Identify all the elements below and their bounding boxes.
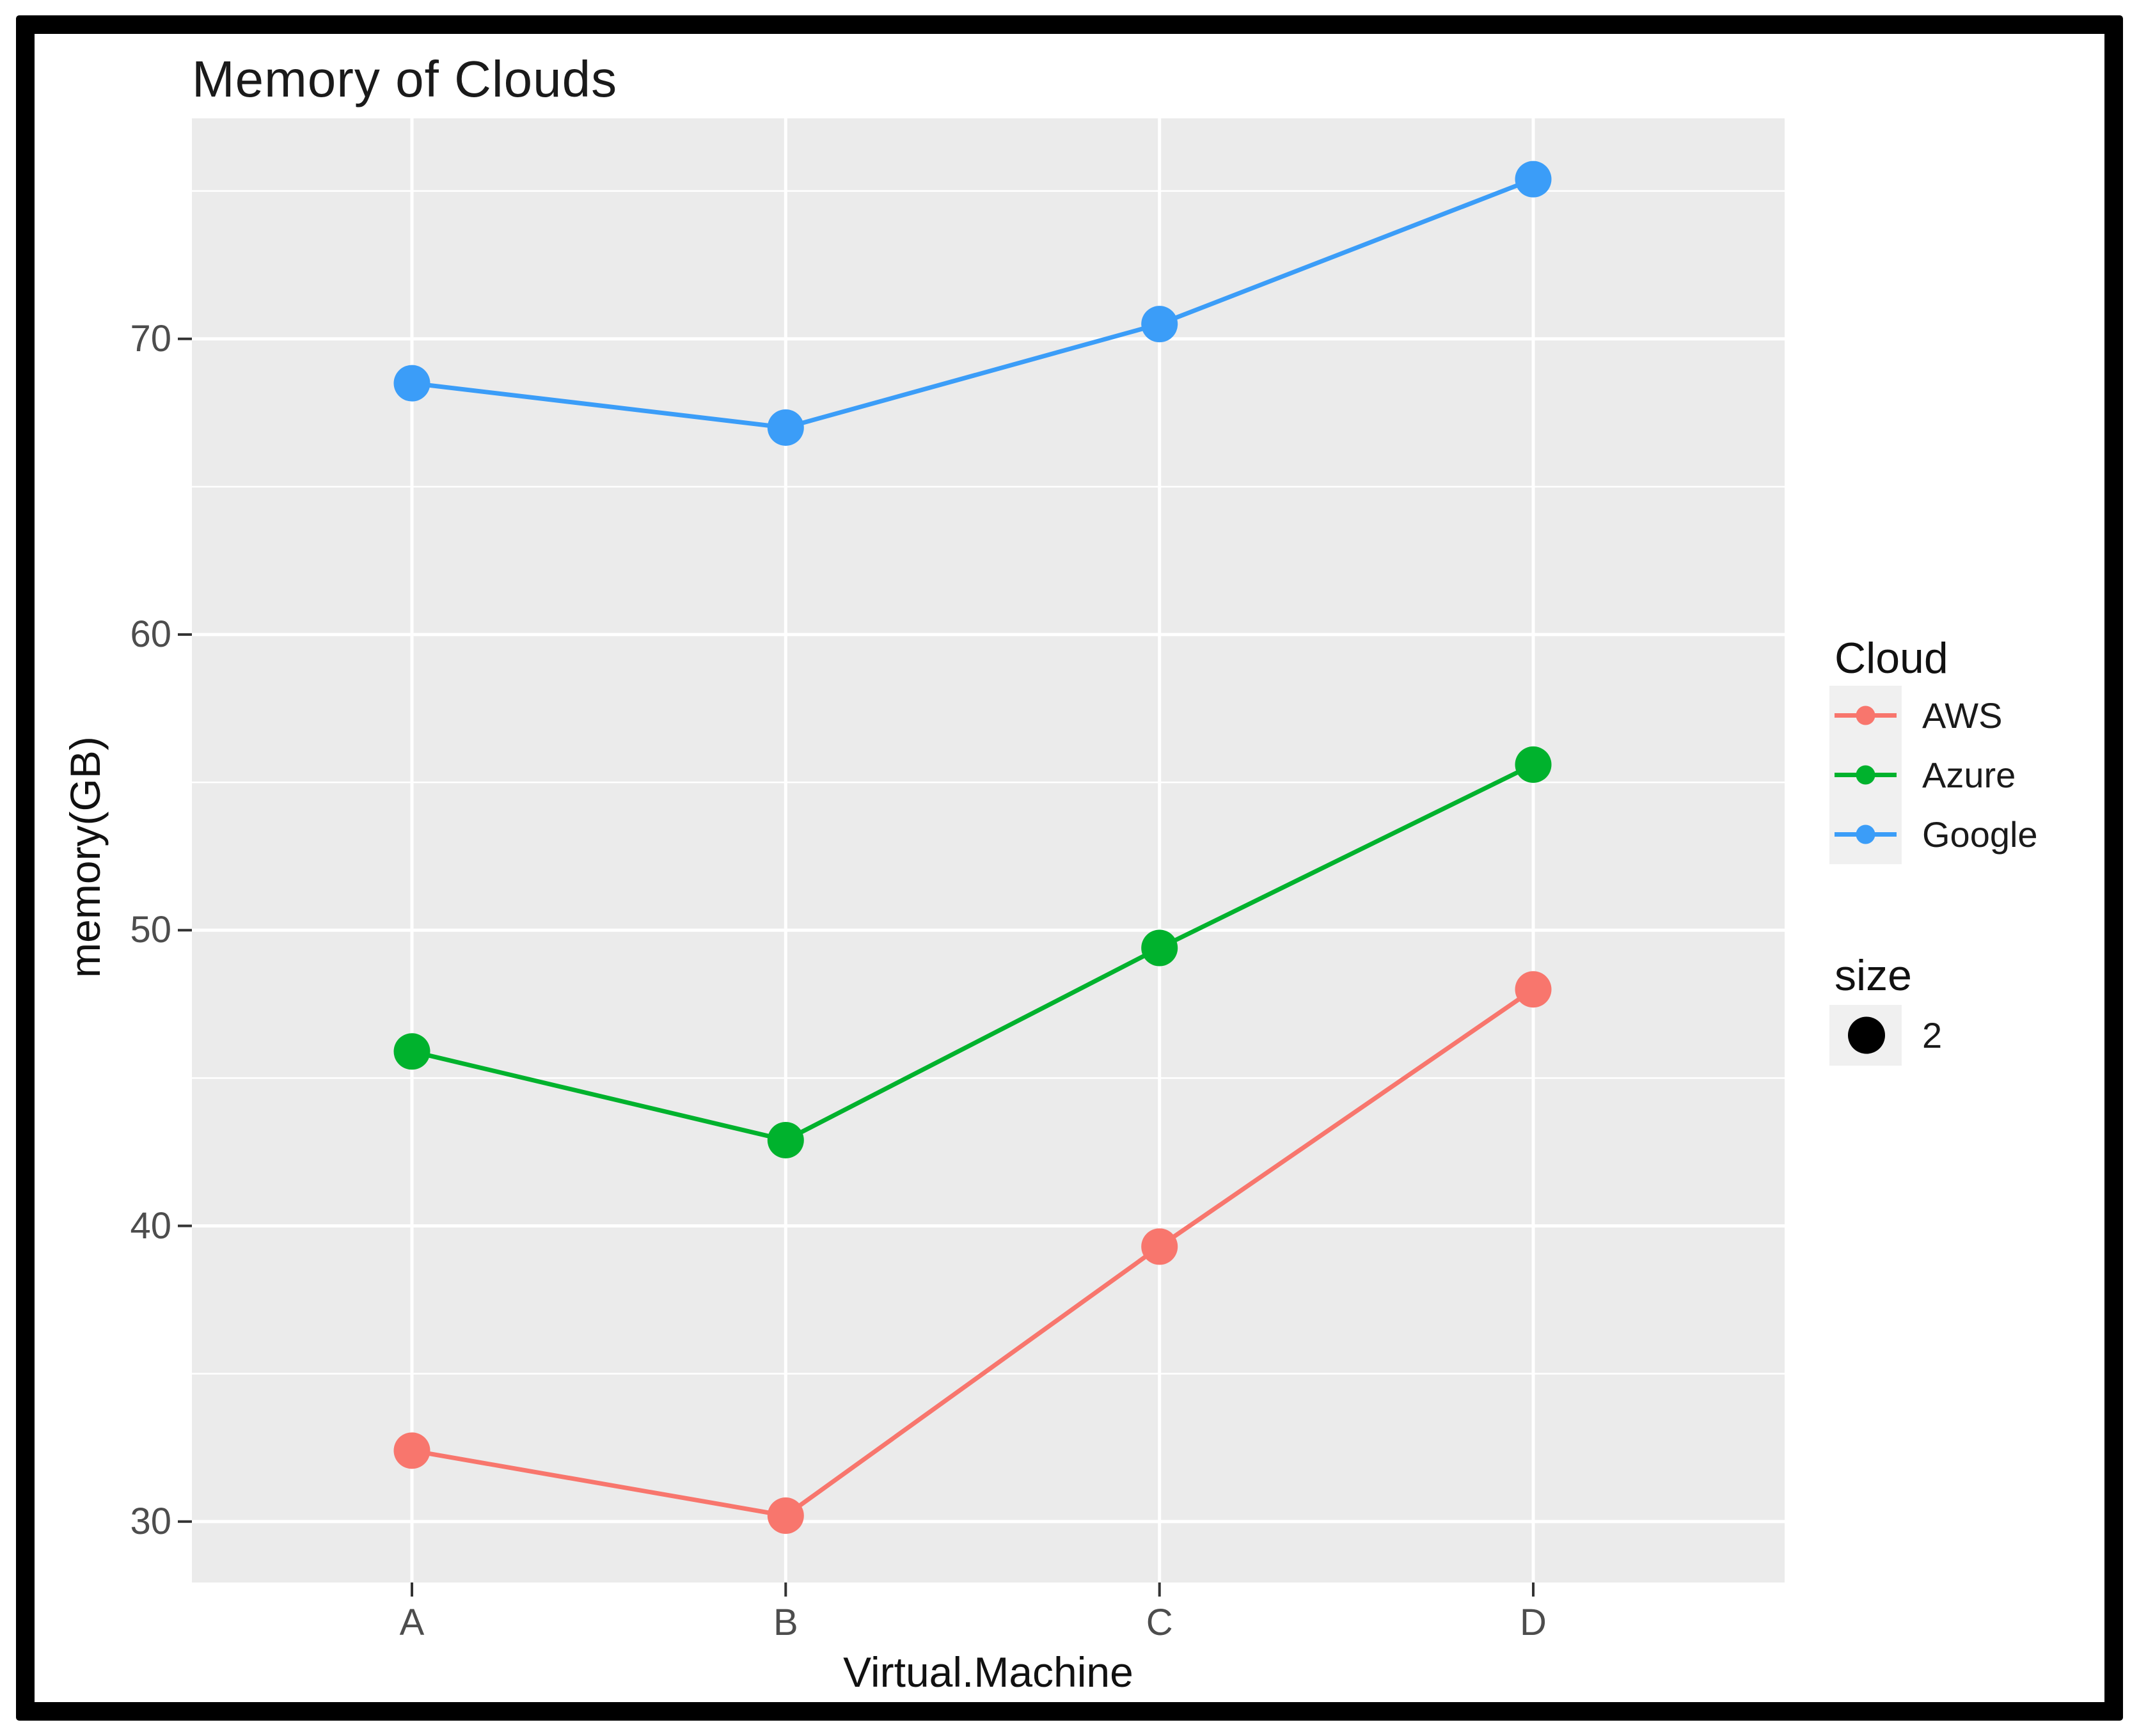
legend-line-dot-glyph (1835, 706, 1897, 725)
data-point-google-C (1141, 306, 1178, 343)
legend-row-azure: Azure (1829, 745, 2038, 805)
series-line-google (411, 177, 1535, 430)
data-point-google-D (1515, 161, 1552, 198)
data-point-google-A (393, 365, 430, 402)
series-line-azure (411, 762, 1535, 1143)
x-axis-title: Virtual.Machine (843, 1648, 1133, 1696)
legend-key-azure-icon (1829, 745, 1902, 805)
y-tick-label: 30 (130, 1500, 171, 1542)
legend-key-aws-icon (1829, 686, 1902, 745)
legend-label-size: 2 (1922, 1014, 1943, 1055)
y-tick-label: 60 (130, 613, 171, 656)
legend-key-google-icon (1829, 805, 1902, 864)
data-point-aws-C (1141, 1228, 1178, 1265)
legend-title-size: size (1835, 951, 1912, 1000)
y-tick-label: 40 (130, 1204, 171, 1247)
data-point-azure-C (1141, 929, 1178, 967)
legend-label-azure: Azure (1922, 754, 2016, 795)
x-tick-label: A (399, 1602, 425, 1643)
x-tick-label: C (1146, 1602, 1173, 1643)
window-border-frame (16, 15, 2123, 1721)
chart-title: Memory of Clouds (192, 51, 618, 107)
data-point-azure-B (767, 1121, 804, 1158)
data-point-aws-B (767, 1497, 804, 1535)
x-tick-label: D (1520, 1602, 1547, 1643)
legend-label-aws: AWS (1922, 695, 2003, 736)
data-point-azure-D (1515, 746, 1552, 783)
data-point-google-B (767, 409, 804, 446)
legend-cloud: AWS Azure Google (1829, 686, 2038, 864)
legend-row-size-2: 2 (1829, 1005, 1943, 1066)
legend-row-aws: AWS (1829, 686, 2038, 745)
series-line-aws (411, 987, 1535, 1519)
plot-panel (192, 118, 1785, 1582)
legend-key-size-dot-icon (1829, 1005, 1902, 1066)
data-point-aws-D (1515, 971, 1552, 1008)
legend-size-dot-glyph (1848, 1016, 1885, 1054)
legend-label-google: Google (1922, 814, 2038, 855)
y-tick-label: 50 (130, 909, 171, 951)
y-tick-label: 70 (130, 317, 171, 359)
data-point-azure-A (393, 1033, 430, 1070)
legend-size: 2 (1829, 1005, 1943, 1066)
legend-title-cloud: Cloud (1835, 634, 1948, 683)
legend-line-dot-glyph (1835, 825, 1897, 844)
legend-line-dot-glyph (1835, 765, 1897, 785)
x-tick-label: B (773, 1602, 798, 1643)
legend-row-google: Google (1829, 805, 2038, 864)
data-point-aws-A (393, 1432, 430, 1469)
